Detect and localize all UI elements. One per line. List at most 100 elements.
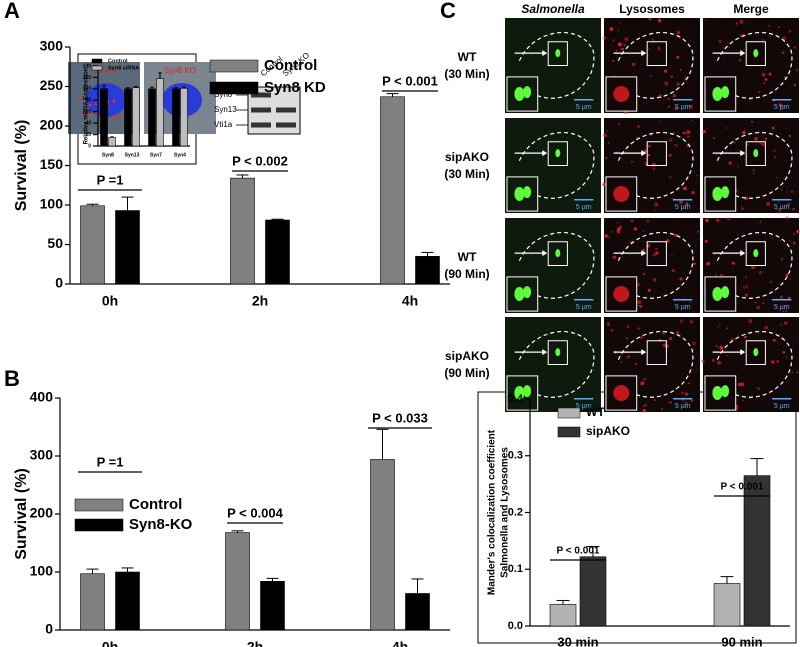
scale-label: 5 µm <box>774 204 790 211</box>
lysosome-dot <box>617 221 619 224</box>
bacterium <box>514 187 525 201</box>
lysosome-dot <box>111 115 115 119</box>
zoom-box <box>547 41 568 66</box>
lysosome-dot <box>785 309 788 312</box>
lysosome-dot <box>612 39 616 42</box>
lysosome-dot <box>782 51 785 54</box>
bacterium <box>721 86 730 99</box>
bar <box>265 219 290 285</box>
lysosome-dot <box>609 27 614 32</box>
legend-label: Control <box>264 57 317 74</box>
arrow-head <box>740 349 746 356</box>
lysosome-dot <box>702 129 706 134</box>
zoom-box <box>646 241 667 266</box>
cell-outline <box>617 131 694 199</box>
lysosome-dot <box>790 190 794 193</box>
lysosome-dot <box>683 186 687 191</box>
blot-row: Syn8 <box>214 90 233 99</box>
zoom-box <box>646 340 667 365</box>
lysosome-dot <box>723 46 725 49</box>
lysosome-dot <box>780 189 783 191</box>
lysosome-dot <box>639 305 643 308</box>
blot-row: Vti1a <box>214 120 233 129</box>
lysosome-dot <box>112 99 116 103</box>
error-bar <box>720 576 734 584</box>
lysosome-dot <box>655 248 658 251</box>
y-tick-label: 20 <box>85 132 91 138</box>
lysosome-dot <box>654 209 656 212</box>
error-bar <box>421 251 434 257</box>
panel-label: A <box>4 0 20 23</box>
bacterium <box>721 385 730 398</box>
lysosome-dot <box>647 153 651 157</box>
lysosome-dot <box>758 90 761 94</box>
x-tick-label: 2h <box>252 293 268 309</box>
lysosome-dot <box>649 75 652 78</box>
lysosome-dot <box>726 354 728 357</box>
cell-outline <box>518 231 595 299</box>
lysosome-dot <box>742 130 746 135</box>
lysosome-dot <box>761 39 764 41</box>
lysosome-dot <box>705 218 709 223</box>
lysosome-dot <box>691 190 695 195</box>
bar <box>115 571 140 631</box>
cell-outline <box>716 131 793 199</box>
bacterium <box>721 186 730 199</box>
lysosome-dot <box>647 144 651 148</box>
cell-outline <box>518 330 595 398</box>
lysosome-dot <box>717 360 722 365</box>
lysosome-dot <box>657 46 661 49</box>
cell-outline <box>518 131 595 199</box>
lysosome-dot <box>624 37 629 42</box>
lysosome-dot <box>690 399 694 402</box>
lysosome-dot <box>625 337 628 340</box>
lysosome-dot <box>776 360 779 363</box>
lysosome-dot <box>731 261 735 265</box>
lysosome-dot <box>705 18 707 21</box>
y-tick-label: 200 <box>40 117 64 133</box>
error-bar <box>86 203 99 206</box>
lysosome-dot <box>728 46 731 49</box>
bacterium <box>753 149 759 158</box>
lysosome-dot <box>795 69 799 72</box>
lysosome-dot <box>796 229 800 234</box>
error-bar <box>386 93 399 97</box>
bar <box>579 556 607 627</box>
lysosome-dot <box>637 327 640 330</box>
lysosome-dot <box>643 377 646 381</box>
bacterium <box>555 149 561 158</box>
y-tick-label: 80 <box>85 98 91 104</box>
lysosome-dot <box>777 25 781 29</box>
scale-label: 5 µm <box>774 304 790 311</box>
lysosome-dot <box>740 206 743 208</box>
legend-label: Syn8 siRNA <box>108 65 139 71</box>
error-bar <box>110 136 114 138</box>
legend-label: Control <box>108 58 128 64</box>
significance-label: P =1 <box>97 172 124 187</box>
significance-label: P < 0.001 <box>557 546 600 557</box>
zoom-box <box>745 141 766 166</box>
lysosome-dot <box>78 98 82 102</box>
bar <box>743 475 771 627</box>
lysosome-dot <box>667 97 670 100</box>
lysosome-dot <box>673 131 675 134</box>
lysosome-dot <box>610 329 613 332</box>
lysosome-dot <box>763 82 765 85</box>
arrow-head <box>740 250 746 257</box>
x-tick-label: Syn7 <box>150 152 162 158</box>
lysosome-dot <box>680 137 682 139</box>
lysosome-dot <box>791 371 793 374</box>
scale-label: 5 µm <box>675 304 691 311</box>
column-header: Salmonella <box>521 2 585 16</box>
lysosome-dot <box>743 286 746 289</box>
lysosome-dot <box>792 241 796 245</box>
lysosome-dot <box>704 239 708 243</box>
x-tick-label: 0h <box>102 639 118 647</box>
bar <box>156 78 164 147</box>
bar <box>713 583 741 627</box>
x-tick-label: Syn8 <box>102 152 114 158</box>
lysosome-dot <box>618 122 621 125</box>
lysosome-dot <box>615 49 618 52</box>
lysosome-dot <box>612 59 615 63</box>
